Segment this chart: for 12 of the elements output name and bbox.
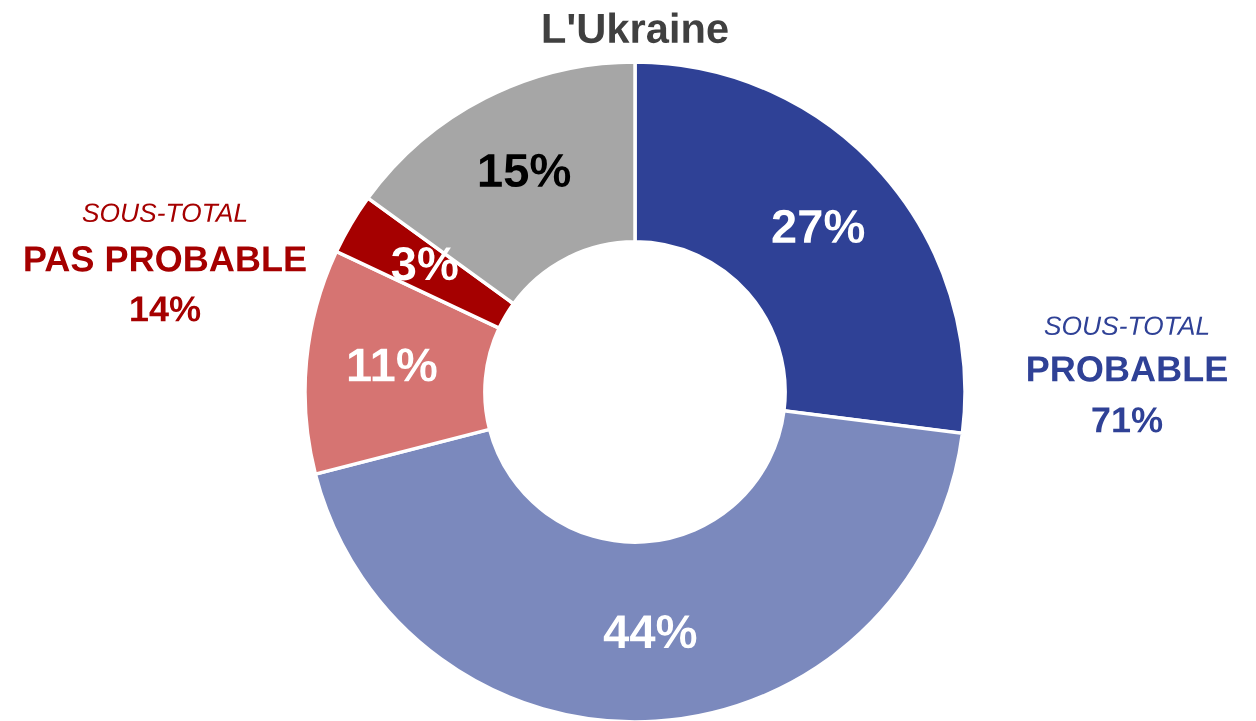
text: SOUS-TOTAL [82, 203, 247, 223]
data-label: 15% [479, 153, 571, 188]
text: 14% [131, 296, 201, 322]
data-label: 11% [348, 348, 437, 382]
data-label: 27% [772, 209, 865, 244]
text: PAS PROBABLE [25, 246, 306, 272]
chart-title: L'Ukraine [543, 12, 728, 44]
text: 71% [1092, 407, 1163, 433]
data-label: 3% [391, 246, 458, 281]
text: SOUS-TOTAL [1044, 316, 1209, 336]
data-label: 44% [603, 615, 697, 649]
text: PROBABLE [1028, 356, 1227, 382]
